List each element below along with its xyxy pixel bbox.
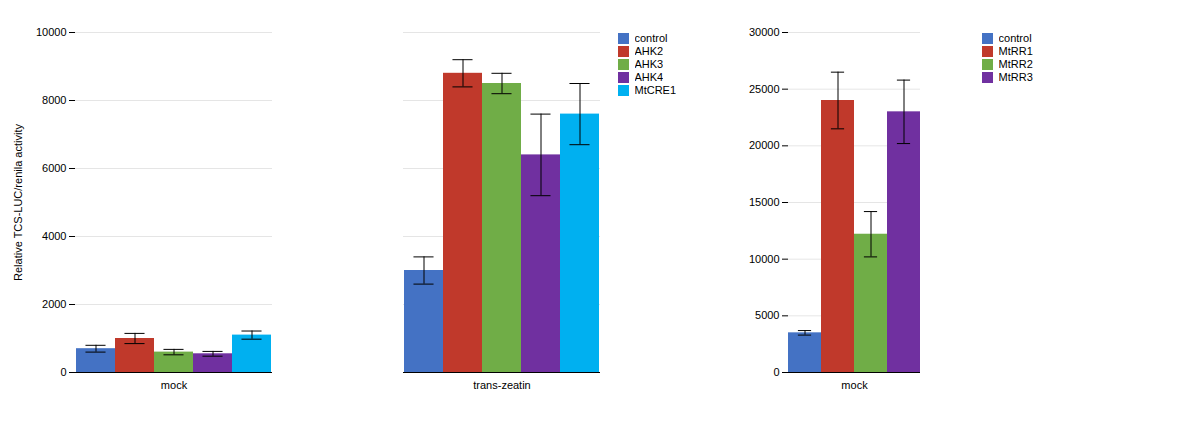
html-text:control: control	[998, 32, 1032, 44]
svg-text:15000: 15000	[749, 196, 780, 208]
svg-text:4000: 4000	[42, 230, 66, 242]
svg-text:6000: 6000	[42, 162, 66, 174]
html-text:AHK3: AHK3	[634, 58, 664, 70]
html-text:MtRR3: MtRR3	[998, 71, 1033, 83]
svg-text:10000: 10000	[749, 253, 780, 265]
html-text:control: control	[634, 32, 668, 44]
svg-text:30000: 30000	[749, 26, 780, 38]
html-text:MtCRE1: MtCRE1	[634, 84, 677, 96]
html-text:MtRR2: MtRR2	[998, 58, 1033, 70]
html-text:AHK4: AHK4	[634, 71, 664, 83]
svg-text:10000: 10000	[36, 26, 67, 38]
svg-text:mock: mock	[161, 379, 188, 391]
svg-text:20000: 20000	[749, 139, 780, 151]
svg-text:mock: mock	[841, 379, 868, 391]
svg-text:Relative TCS-LUC/renila activi: Relative TCS-LUC/renila activity	[12, 124, 24, 281]
html-text:MtRR1: MtRR1	[998, 45, 1033, 57]
svg-text:25000: 25000	[749, 83, 780, 95]
svg-text:5000: 5000	[755, 309, 779, 321]
svg-text:2000: 2000	[42, 298, 66, 310]
svg-text:0: 0	[773, 366, 779, 378]
svg-text:8000: 8000	[42, 94, 66, 106]
svg-text:0: 0	[60, 366, 66, 378]
svg-text:trans-zeatin: trans-zeatin	[473, 379, 530, 391]
html-text:AHK2: AHK2	[634, 45, 664, 57]
